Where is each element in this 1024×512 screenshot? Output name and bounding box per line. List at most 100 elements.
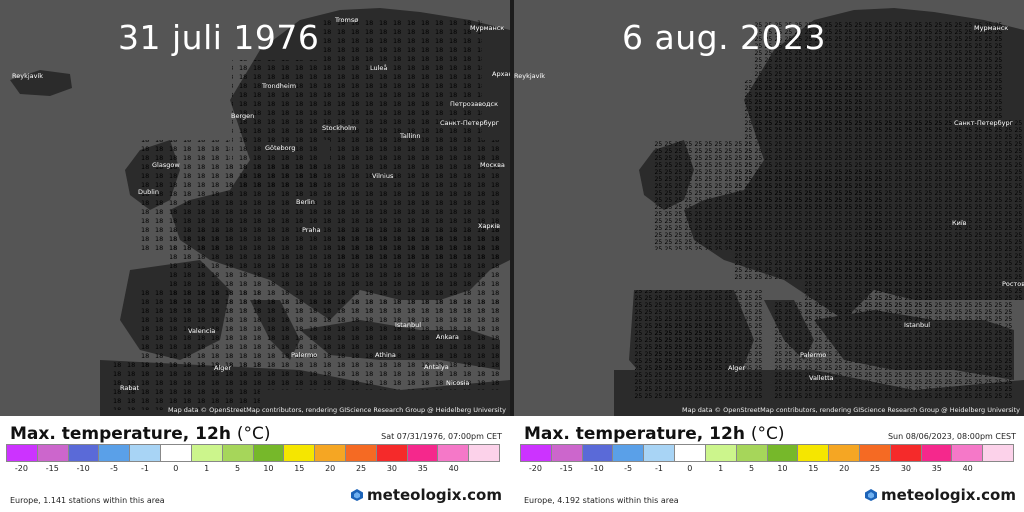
color-scale-cell	[407, 445, 439, 461]
city-label: Петрозаводск	[450, 100, 498, 108]
color-scale-tick-label: 10	[777, 464, 788, 473]
color-scale-tick-label: 20	[325, 464, 336, 473]
temperature-map-2023[interactable]: 25	[514, 0, 1024, 416]
city-labels: Reykjavík Мурманск Санкт-Петербург Istan…	[514, 24, 1024, 382]
color-scale-cell	[736, 445, 768, 461]
color-scale-tick-label: 15	[808, 464, 819, 473]
panel-divider	[510, 0, 514, 416]
color-scale-tick-label: -1	[654, 464, 663, 473]
legend-title: Max. temperature, 12h (°C)	[524, 424, 785, 444]
city-label: Москва	[480, 161, 505, 169]
color-scale-tick-label: -5	[624, 464, 633, 473]
city-label: Мурманск	[974, 24, 1008, 32]
color-scale-tick-label: 25	[869, 464, 881, 473]
brand-logo[interactable]: meteologix.com	[864, 486, 1016, 504]
color-scale-tick-label: 15	[294, 464, 305, 473]
map-graphic-2023: 25	[514, 8, 1024, 416]
city-label: Athina	[375, 351, 396, 359]
legend-title-text: Max. temperature, 12h	[524, 424, 745, 444]
color-scale-ticks: -20 -15 -10 -5 -1 0 1 5 10 15 20 25 30 35 40	[6, 464, 500, 476]
color-scale-cell	[284, 445, 316, 461]
color-scale-cell	[438, 445, 470, 461]
color-scale-cell	[983, 445, 1013, 461]
city-label: Ankara	[436, 333, 459, 341]
city-labels: Reykjavík Tromsø Luleå Trondheim Bergen …	[12, 16, 510, 392]
color-scale-tick-label: 40	[448, 464, 459, 473]
city-label: Palermo	[291, 351, 317, 359]
color-scale-cell	[767, 445, 799, 461]
city-label: Berlin	[296, 198, 315, 206]
color-scale-tick-label: 10	[263, 464, 274, 473]
date-title: 31 juli 1976	[118, 18, 320, 57]
color-scale-cell	[705, 445, 737, 461]
city-label: Stockholm	[322, 124, 356, 132]
color-scale-cell	[161, 445, 192, 461]
city-label: Bergen	[231, 112, 254, 120]
station-values	[110, 20, 500, 410]
city-label: Архангельск	[492, 70, 510, 78]
color-scale-cell	[191, 445, 223, 461]
color-scale	[6, 444, 500, 462]
color-scale-tick-label: 35	[417, 464, 428, 473]
color-scale-cell	[675, 445, 706, 461]
color-scale-cell	[952, 445, 984, 461]
city-label: Istanbul	[904, 321, 930, 329]
city-label: Alger	[728, 364, 745, 372]
color-scale-tick-label: 0	[173, 464, 179, 473]
city-label: Antalya	[424, 363, 449, 371]
brand-name: meteologix.com	[367, 486, 502, 504]
color-scale-tick-label: -15	[45, 464, 59, 473]
map-graphic-1976: 18	[10, 8, 510, 416]
color-scale-tick-label: 25	[355, 464, 367, 473]
city-label: Reykjavík	[514, 72, 545, 80]
color-scale-tick-label: 5	[749, 464, 755, 473]
station-values	[634, 20, 1024, 400]
color-scale-tick-label: 1	[718, 464, 724, 473]
city-label: Ростов	[1002, 280, 1024, 288]
color-scale-cell	[890, 445, 922, 461]
city-label: Vilnius	[372, 172, 394, 180]
timestamp: Sun 08/06/2023, 08:00pm CEST	[887, 432, 1016, 441]
color-scale-cell	[798, 445, 830, 461]
city-label: Valletta	[809, 374, 834, 382]
color-scale-cell	[921, 445, 953, 461]
color-scale-cell	[7, 445, 38, 461]
city-label: Санкт-Петербург	[954, 119, 1014, 127]
city-label: Göteborg	[265, 144, 295, 152]
color-scale-cell	[582, 445, 614, 461]
station-count: Europe, 1.141 stations within this area	[10, 496, 165, 505]
color-scale-cell	[130, 445, 162, 461]
color-scale-cell	[253, 445, 285, 461]
color-scale-tick-label: -20	[528, 464, 542, 473]
color-scale-tick-label: -5	[110, 464, 119, 473]
color-scale-cell	[613, 445, 645, 461]
color-scale-tick-label: 0	[687, 464, 693, 473]
brand-name: meteologix.com	[881, 486, 1016, 504]
brand-logo[interactable]: meteologix.com	[350, 486, 502, 504]
meteologix-icon	[351, 489, 364, 501]
temperature-map-1976[interactable]: 18	[0, 0, 510, 416]
color-scale-cell	[222, 445, 254, 461]
city-label: Palermo	[800, 351, 826, 359]
city-label: Luleå	[370, 63, 387, 72]
city-label: Alger	[214, 364, 231, 372]
color-scale-cell	[376, 445, 408, 461]
color-scale-cell	[99, 445, 131, 461]
color-scale-cell	[829, 445, 860, 461]
color-scale-cell	[469, 445, 499, 461]
color-scale-cell	[315, 445, 346, 461]
city-label: Київ	[952, 219, 967, 227]
city-label: Tallinn	[399, 132, 421, 140]
panel-2023: 25	[514, 0, 1024, 512]
color-scale-cell	[644, 445, 676, 461]
panel-1976: 18	[0, 0, 510, 512]
color-scale-ticks: -20 -15 -10 -5 -1 0 1 5 10 15 20 25 30 35 40	[520, 464, 1014, 476]
color-scale-cell	[521, 445, 552, 461]
city-label: Glasgow	[152, 161, 180, 169]
city-label: Tromsø	[334, 16, 358, 24]
timestamp: Sat 07/31/1976, 07:00pm CET	[381, 432, 502, 441]
color-scale-tick-label: 35	[931, 464, 942, 473]
color-scale-cell	[345, 445, 377, 461]
color-scale-cell	[859, 445, 891, 461]
